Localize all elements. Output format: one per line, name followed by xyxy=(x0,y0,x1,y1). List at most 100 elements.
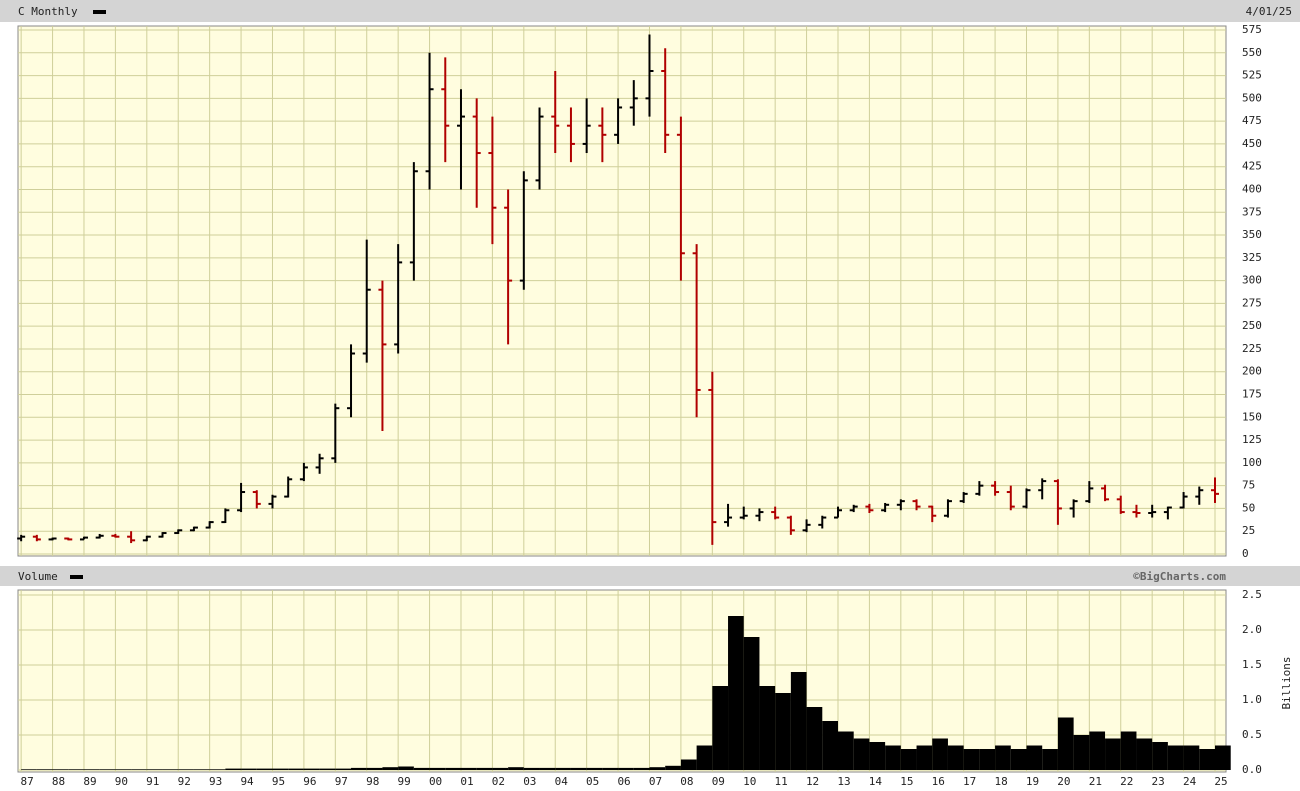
x-tick-label: 02 xyxy=(492,775,505,788)
x-tick-label: 07 xyxy=(649,775,662,788)
volume-bar xyxy=(995,745,1011,770)
x-tick-label: 18 xyxy=(994,775,1007,788)
x-tick-label: 08 xyxy=(680,775,693,788)
y-tick-label: 75 xyxy=(1242,479,1255,492)
x-tick-label: 16 xyxy=(932,775,945,788)
y-tick-label: 325 xyxy=(1242,251,1262,264)
y-tick-label: 250 xyxy=(1242,319,1262,332)
volume-bar xyxy=(1167,745,1184,770)
legend-dash xyxy=(70,575,83,579)
volume-bar xyxy=(822,721,838,770)
x-tick-label: 94 xyxy=(240,775,254,788)
y-tick-label: 350 xyxy=(1242,228,1262,241)
volume-bar xyxy=(728,616,744,770)
y-axis-label: Billions xyxy=(1280,657,1293,710)
volume-bar xyxy=(36,769,53,770)
y-tick-label: 125 xyxy=(1242,433,1262,446)
plot-area xyxy=(17,25,1227,557)
volume-bar xyxy=(68,769,84,770)
volume-bar xyxy=(272,768,289,770)
volume-bar xyxy=(193,769,210,770)
y-tick-label: 225 xyxy=(1242,342,1262,355)
price-title: C Monthly xyxy=(18,5,78,18)
volume-bar xyxy=(288,768,304,770)
x-tick-label: 11 xyxy=(775,775,788,788)
volume-bar xyxy=(241,768,257,770)
y-tick-label: 400 xyxy=(1242,182,1262,195)
volume-bar xyxy=(366,767,383,770)
volume-bar xyxy=(508,767,524,770)
volume-bar xyxy=(932,738,948,770)
y-tick-label: 0 xyxy=(1242,547,1249,560)
x-tick-label: 20 xyxy=(1057,775,1070,788)
y-tick-label: 425 xyxy=(1242,160,1262,173)
volume-bar xyxy=(743,637,760,770)
volume-bar xyxy=(885,745,901,770)
x-tick-label: 23 xyxy=(1152,775,1165,788)
x-tick-label: 95 xyxy=(272,775,285,788)
x-tick-label: 03 xyxy=(523,775,536,788)
y-tick-label: 275 xyxy=(1242,296,1262,309)
x-tick-label: 98 xyxy=(366,775,379,788)
volume-bar xyxy=(586,767,603,770)
volume-bar xyxy=(649,767,666,770)
volume-bar xyxy=(303,768,320,770)
volume-bar xyxy=(1199,749,1216,770)
volume-bar xyxy=(1120,731,1137,770)
legend-dash xyxy=(93,10,106,14)
y-tick-label: 2.0 xyxy=(1242,623,1262,636)
volume-bar xyxy=(1010,749,1027,770)
y-tick-label: 375 xyxy=(1242,205,1262,218)
x-tick-label: 01 xyxy=(460,775,473,788)
x-tick-label: 24 xyxy=(1183,775,1197,788)
volume-header xyxy=(0,566,1300,586)
y-tick-label: 500 xyxy=(1242,91,1262,104)
x-tick-label: 96 xyxy=(303,775,316,788)
volume-bar xyxy=(382,767,399,770)
volume-bar xyxy=(1073,735,1090,770)
y-tick-label: 50 xyxy=(1242,501,1255,514)
volume-bar xyxy=(52,769,69,770)
volume-bar xyxy=(900,749,917,770)
volume-bar xyxy=(335,768,352,770)
volume-bar xyxy=(555,767,571,770)
y-tick-label: 100 xyxy=(1242,456,1262,469)
volume-bar xyxy=(790,672,807,770)
volume-bar xyxy=(99,769,116,770)
x-tick-label: 04 xyxy=(555,775,569,788)
y-tick-label: 475 xyxy=(1242,114,1262,127)
x-tick-label: 06 xyxy=(617,775,630,788)
chart-date: 4/01/25 xyxy=(1246,5,1292,18)
volume-bar xyxy=(602,767,619,770)
volume-bar xyxy=(775,693,791,770)
y-tick-label: 175 xyxy=(1242,388,1262,401)
volume-bar xyxy=(759,686,776,770)
volume-bar xyxy=(351,767,367,770)
y-tick-label: 450 xyxy=(1242,137,1262,150)
y-tick-label: 0.0 xyxy=(1242,763,1262,776)
volume-bar xyxy=(413,767,430,770)
x-tick-label: 97 xyxy=(335,775,348,788)
x-tick-label: 89 xyxy=(83,775,96,788)
x-tick-label: 92 xyxy=(178,775,191,788)
plot-area xyxy=(17,589,1227,773)
volume-bar xyxy=(696,745,713,770)
volume-bar xyxy=(979,749,996,770)
volume-bar xyxy=(225,768,242,770)
x-tick-label: 99 xyxy=(398,775,411,788)
volume-bar xyxy=(115,769,132,770)
x-tick-label: 15 xyxy=(900,775,913,788)
volume-bar xyxy=(1215,745,1231,770)
x-tick-label: 21 xyxy=(1089,775,1102,788)
x-tick-label: 17 xyxy=(963,775,976,788)
volume-bar xyxy=(1042,749,1058,770)
x-tick-label: 05 xyxy=(586,775,599,788)
volume-bar xyxy=(178,769,194,770)
volume-bar xyxy=(162,769,179,770)
volume-bar xyxy=(319,768,336,770)
volume-bar xyxy=(146,769,163,770)
y-tick-label: 150 xyxy=(1242,410,1262,423)
x-tick-label: 00 xyxy=(429,775,442,788)
credit: ©BigCharts.com xyxy=(1133,570,1226,583)
